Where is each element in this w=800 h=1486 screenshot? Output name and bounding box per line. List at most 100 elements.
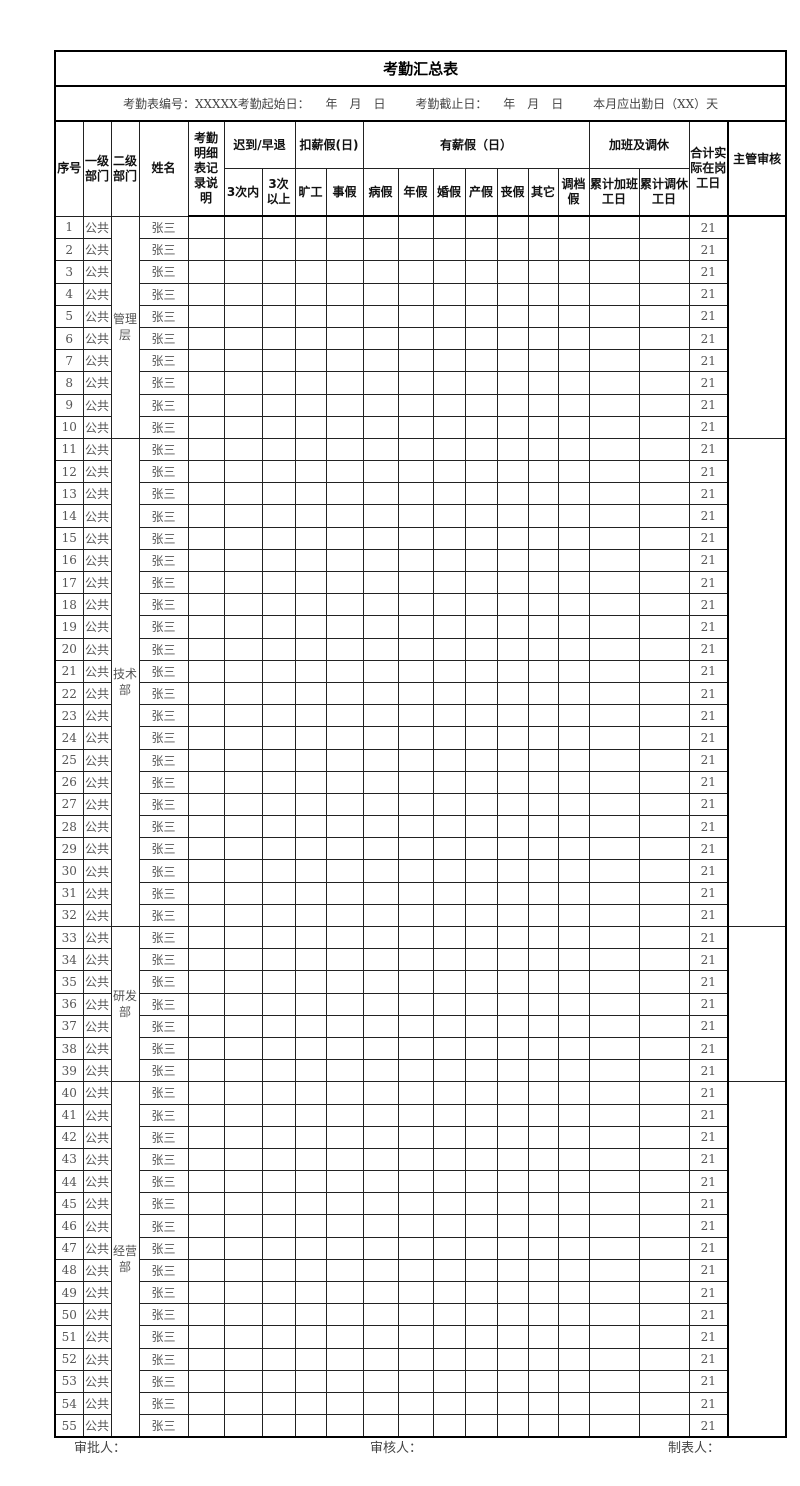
row-entry-cell[interactable]: [362, 1192, 399, 1216]
row-entry-cell[interactable]: [557, 349, 590, 373]
row-entry-cell[interactable]: [187, 371, 225, 395]
row-entry-cell[interactable]: [638, 1347, 690, 1371]
row-entry-cell[interactable]: [432, 1214, 466, 1238]
row-entry-cell[interactable]: [527, 615, 559, 639]
row-entry-cell[interactable]: [362, 593, 399, 617]
row-entry-cell[interactable]: [464, 1236, 498, 1260]
row-entry-cell[interactable]: [223, 970, 263, 994]
row-entry-cell[interactable]: [397, 970, 434, 994]
row-entry-cell[interactable]: [496, 1325, 529, 1349]
row-entry-cell[interactable]: [397, 615, 434, 639]
row-entry-cell[interactable]: [638, 326, 690, 351]
row-entry-cell[interactable]: [294, 970, 327, 994]
row-entry-cell[interactable]: [397, 1347, 434, 1371]
row-entry-cell[interactable]: [464, 326, 498, 351]
row-entry-cell[interactable]: [496, 415, 529, 439]
row-entry-cell[interactable]: [638, 215, 690, 240]
row-entry-cell[interactable]: [588, 659, 640, 683]
row-entry-cell[interactable]: [187, 393, 225, 417]
row-entry-cell[interactable]: [261, 482, 296, 506]
row-entry-cell[interactable]: [557, 792, 590, 817]
row-entry-cell[interactable]: [261, 792, 296, 817]
row-entry-cell[interactable]: [527, 681, 559, 706]
row-entry-cell[interactable]: [527, 504, 559, 528]
row-entry-cell[interactable]: [187, 748, 225, 772]
row-entry-cell[interactable]: [496, 637, 529, 661]
row-entry-cell[interactable]: [588, 326, 640, 351]
row-entry-cell[interactable]: [527, 371, 559, 395]
row-entry-cell[interactable]: [261, 1347, 296, 1371]
row-entry-cell[interactable]: [187, 637, 225, 661]
row-entry-cell[interactable]: [464, 593, 498, 617]
row-entry-cell[interactable]: [187, 1147, 225, 1172]
row-entry-cell[interactable]: [527, 970, 559, 994]
row-entry-cell[interactable]: [325, 948, 364, 972]
row-entry-cell[interactable]: [187, 659, 225, 683]
row-entry-cell[interactable]: [294, 1214, 327, 1238]
row-supervisor-cell[interactable]: [726, 925, 787, 1083]
row-entry-cell[interactable]: [496, 948, 529, 972]
row-entry-cell[interactable]: [261, 1192, 296, 1216]
row-entry-cell[interactable]: [397, 792, 434, 817]
row-entry-cell[interactable]: [557, 1081, 590, 1105]
row-entry-cell[interactable]: [557, 1170, 590, 1194]
row-entry-cell[interactable]: [261, 970, 296, 994]
row-entry-cell[interactable]: [325, 371, 364, 395]
row-entry-cell[interactable]: [638, 393, 690, 417]
row-entry-cell[interactable]: [557, 770, 590, 794]
row-entry-cell[interactable]: [294, 1369, 327, 1393]
row-entry-cell[interactable]: [432, 704, 466, 728]
row-entry-cell[interactable]: [187, 770, 225, 794]
row-entry-cell[interactable]: [557, 1258, 590, 1283]
row-entry-cell[interactable]: [187, 526, 225, 550]
row-entry-cell[interactable]: [527, 1280, 559, 1305]
row-entry-cell[interactable]: [223, 1236, 263, 1260]
row-entry-cell[interactable]: [496, 1214, 529, 1238]
row-entry-cell[interactable]: [223, 1325, 263, 1349]
row-entry-cell[interactable]: [527, 659, 559, 683]
row-entry-cell[interactable]: [588, 1236, 640, 1260]
row-entry-cell[interactable]: [261, 1147, 296, 1172]
row-entry-cell[interactable]: [261, 570, 296, 595]
row-entry-cell[interactable]: [294, 815, 327, 839]
row-entry-cell[interactable]: [638, 881, 690, 905]
row-entry-cell[interactable]: [496, 593, 529, 617]
row-entry-cell[interactable]: [557, 215, 590, 240]
row-entry-cell[interactable]: [261, 726, 296, 750]
row-entry-cell[interactable]: [557, 1103, 590, 1127]
row-entry-cell[interactable]: [362, 837, 399, 861]
row-entry-cell[interactable]: [294, 770, 327, 794]
row-entry-cell[interactable]: [294, 881, 327, 905]
row-entry-cell[interactable]: [362, 792, 399, 817]
row-entry-cell[interactable]: [397, 1303, 434, 1327]
row-entry-cell[interactable]: [325, 903, 364, 928]
row-entry-cell[interactable]: [496, 1258, 529, 1283]
row-entry-cell[interactable]: [557, 881, 590, 905]
row-entry-cell[interactable]: [588, 770, 640, 794]
row-entry-cell[interactable]: [223, 637, 263, 661]
row-entry-cell[interactable]: [496, 748, 529, 772]
row-entry-cell[interactable]: [496, 704, 529, 728]
row-entry-cell[interactable]: [588, 1036, 640, 1061]
row-entry-cell[interactable]: [432, 393, 466, 417]
row-entry-cell[interactable]: [496, 570, 529, 595]
row-entry-cell[interactable]: [397, 859, 434, 883]
row-entry-cell[interactable]: [397, 1125, 434, 1149]
row-entry-cell[interactable]: [261, 925, 296, 950]
row-entry-cell[interactable]: [187, 504, 225, 528]
row-entry-cell[interactable]: [223, 1170, 263, 1194]
row-entry-cell[interactable]: [397, 1147, 434, 1172]
row-entry-cell[interactable]: [223, 748, 263, 772]
row-entry-cell[interactable]: [638, 615, 690, 639]
row-entry-cell[interactable]: [261, 1103, 296, 1127]
row-entry-cell[interactable]: [187, 1280, 225, 1305]
row-entry-cell[interactable]: [397, 726, 434, 750]
row-entry-cell[interactable]: [588, 1280, 640, 1305]
row-entry-cell[interactable]: [464, 1325, 498, 1349]
row-entry-cell[interactable]: [588, 260, 640, 284]
row-entry-cell[interactable]: [362, 548, 399, 573]
row-entry-cell[interactable]: [432, 504, 466, 528]
row-entry-cell[interactable]: [261, 349, 296, 373]
row-entry-cell[interactable]: [432, 1325, 466, 1349]
row-entry-cell[interactable]: [557, 1125, 590, 1149]
